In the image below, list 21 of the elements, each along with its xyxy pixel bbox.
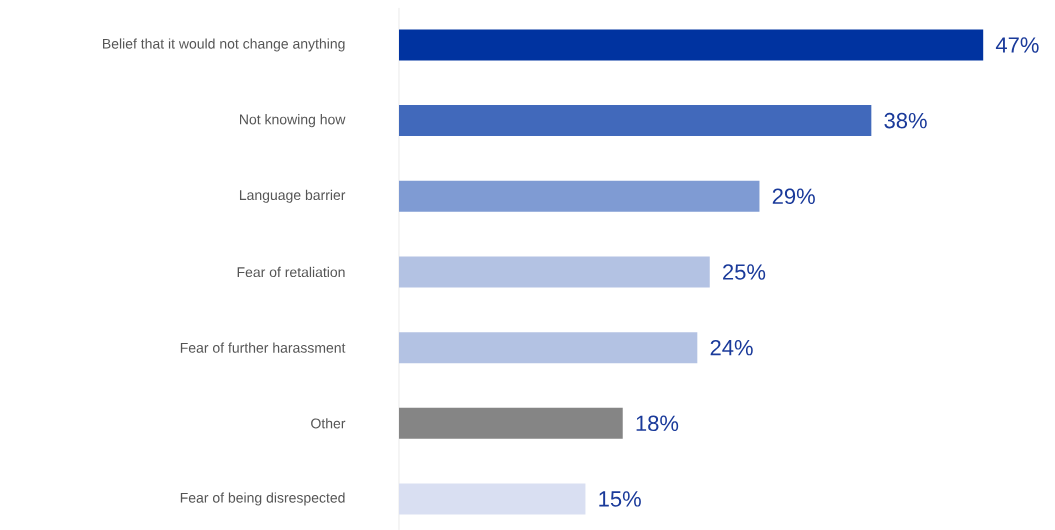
bar (399, 105, 872, 137)
data-label: 18% (636, 415, 679, 432)
y-tick-label: Fear of further harassment (180, 342, 346, 353)
y-tick-label: Other (311, 418, 346, 429)
data-label: 25% (723, 264, 766, 280)
y-tick-label: Fear of retaliation (237, 266, 345, 278)
y-tick-label: Language barrier (239, 189, 346, 203)
bar (399, 180, 760, 212)
y-tick-label: Fear of being disrespected (180, 492, 345, 506)
data-label: 15% (599, 491, 641, 507)
bar (399, 483, 586, 515)
bar (399, 256, 710, 288)
data-label: 29% (772, 188, 815, 205)
y-tick-label: Not knowing how (240, 114, 346, 128)
y-tick-label: Belief that it would not change anything (103, 38, 345, 52)
data-label: 24% (710, 339, 753, 356)
bar (399, 29, 984, 61)
data-label: 47% (995, 37, 1039, 53)
bar (399, 407, 623, 439)
bar (399, 332, 698, 364)
data-label: 38% (884, 112, 927, 129)
